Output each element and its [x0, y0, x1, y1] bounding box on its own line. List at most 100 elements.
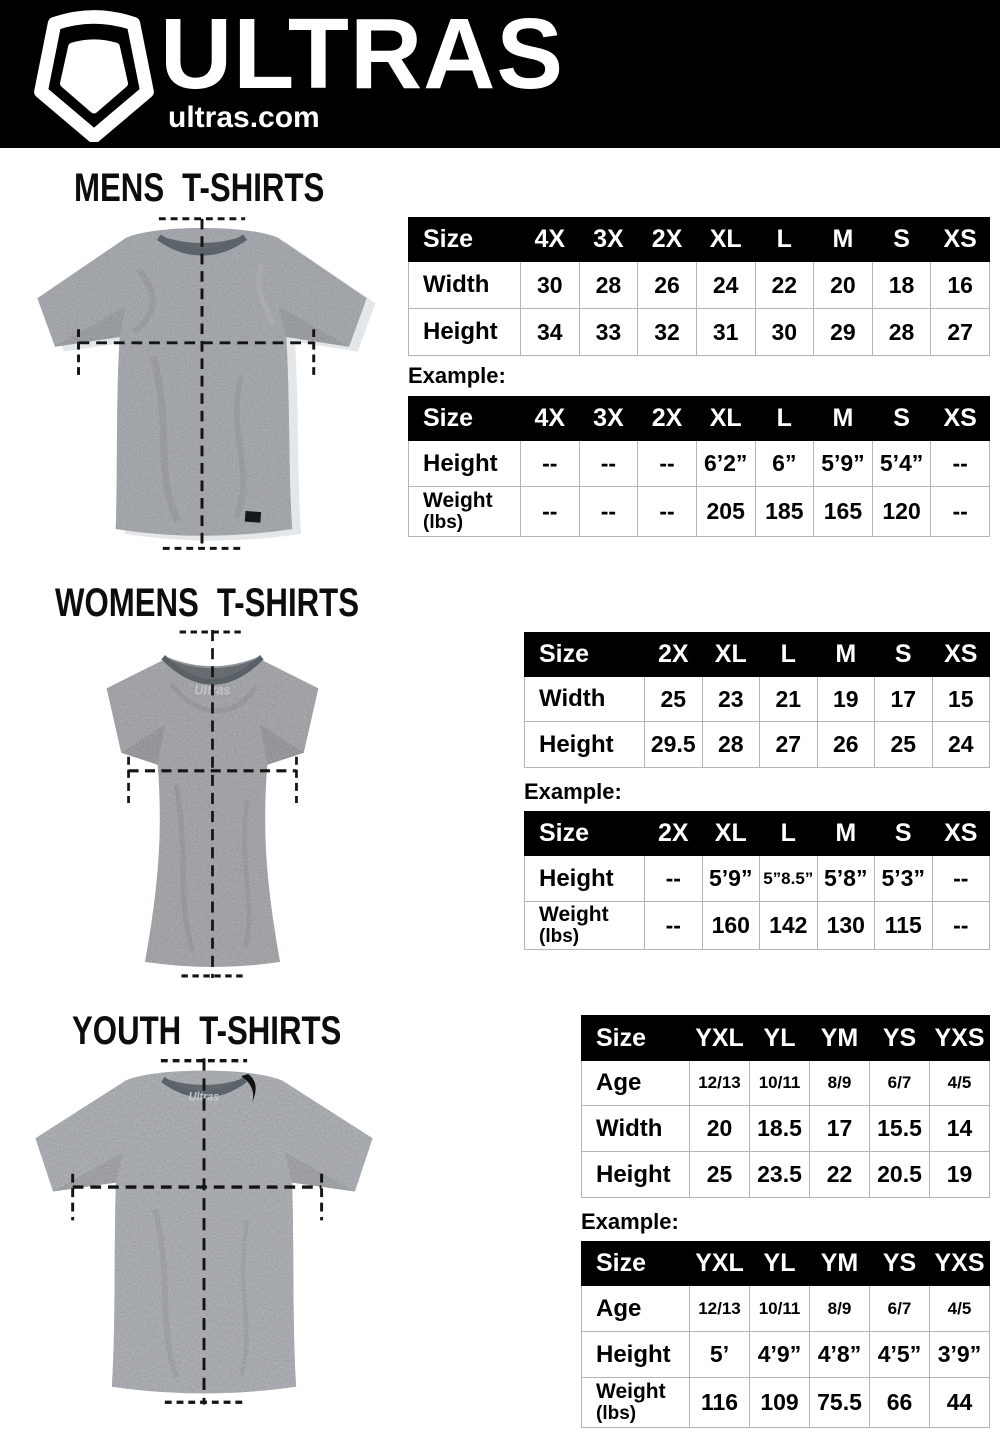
column-header: M: [816, 632, 875, 677]
example-label: Example:: [524, 779, 622, 804]
section-title-mens: MENS T-SHIRTS: [74, 166, 325, 210]
size-value: 27: [930, 308, 990, 356]
size-value: 44: [929, 1377, 990, 1428]
column-header: YL: [749, 1241, 810, 1286]
size-value: 5’3”: [874, 855, 933, 902]
size-value: 21: [759, 676, 818, 722]
size-value: 18: [871, 261, 932, 309]
size-value: 160: [701, 901, 760, 950]
size-value: --: [578, 486, 639, 537]
row-label: Weight (lbs): [581, 1377, 690, 1428]
size-value: 130: [816, 901, 875, 950]
svg-text:Ultras: Ultras: [189, 1091, 220, 1104]
table-row: Age 12/13 10/11 8/9 6/7 4/5: [581, 1060, 990, 1106]
size-value: 109: [749, 1377, 810, 1428]
column-header: YXL: [689, 1015, 750, 1061]
size-value: 12/13: [689, 1060, 750, 1106]
size-value: 4/5: [929, 1060, 990, 1106]
size-value: 142: [759, 901, 818, 950]
row-label: Weight (lbs): [408, 486, 521, 537]
table-row: Weight (lbs) 116 109 75.5 66 44: [581, 1377, 990, 1428]
table-row: Weight (lbs) -- -- -- 205 185 165 120 --: [408, 486, 990, 537]
column-header: S: [874, 811, 933, 856]
size-value: 30: [754, 308, 815, 356]
size-value: 31: [695, 308, 756, 356]
youth-tshirt-image: Ultras: [35, 1058, 373, 1405]
size-value: 25: [874, 721, 933, 768]
size-value: --: [644, 855, 703, 902]
column-header: XL: [701, 632, 760, 677]
column-header: XS: [930, 396, 990, 441]
ultras-logo-icon: [34, 10, 154, 142]
size-value: 115: [874, 901, 933, 950]
size-value: 25: [689, 1151, 750, 1198]
size-value: 17: [809, 1105, 870, 1152]
column-header: Size: [524, 811, 645, 856]
column-header: YXS: [929, 1241, 990, 1286]
size-value: --: [637, 486, 697, 537]
size-value: 116: [689, 1377, 750, 1428]
column-header: 2X: [644, 632, 703, 677]
row-label: Width: [524, 676, 645, 722]
size-value: 12/13: [689, 1285, 750, 1332]
size-value: 66: [869, 1377, 930, 1428]
size-value: 205: [695, 486, 756, 537]
column-header: Size: [408, 217, 521, 262]
size-value: 15: [931, 676, 990, 722]
size-value: 10/11: [749, 1060, 810, 1106]
size-value: 29.5: [644, 721, 703, 768]
size-value: 29: [813, 308, 873, 356]
size-value: 5”8.5”: [759, 855, 818, 902]
row-label: Age: [581, 1060, 690, 1106]
size-value: 8/9: [809, 1285, 870, 1332]
table-row: Width 20 18.5 17 15.5 14: [581, 1105, 990, 1152]
size-value: 17: [874, 676, 933, 722]
column-header: S: [871, 396, 932, 441]
table-row: Height 5’ 4’9” 4’8” 4’5” 3’9”: [581, 1331, 990, 1378]
size-value: 6’2”: [695, 440, 756, 487]
column-header: XS: [931, 632, 990, 677]
column-header: 3X: [578, 217, 639, 262]
table-row: Age 12/13 10/11 8/9 6/7 4/5: [581, 1285, 990, 1332]
size-value: 23: [701, 676, 760, 722]
column-header: XS: [931, 811, 990, 856]
table-row: Height 25 23.5 22 20.5 19: [581, 1151, 990, 1198]
womens-example-table: Size 2X XL L M S XS Height -- 5’9” 5”8.5…: [524, 811, 990, 950]
site-header: ULTRAS ultras.com: [0, 0, 1000, 148]
brand-name: ULTRAS: [160, 0, 565, 110]
size-value: 28: [701, 721, 760, 768]
column-header: YL: [749, 1015, 810, 1061]
row-label: Height: [524, 721, 645, 768]
size-value: --: [637, 440, 697, 487]
column-header: S: [874, 632, 933, 677]
size-value: --: [931, 901, 990, 950]
size-value: --: [520, 440, 580, 487]
column-header: YS: [869, 1015, 930, 1061]
size-value: 120: [871, 486, 932, 537]
size-value: 30: [520, 261, 580, 309]
size-value: 19: [929, 1151, 990, 1198]
womens-size-table: Size 2X XL L M S XS Width 25 23 21 19 17…: [524, 632, 990, 768]
size-value: --: [930, 440, 990, 487]
table-row: Height 29.5 28 27 26 25 24: [524, 721, 990, 768]
youth-example-table: Size YXL YL YM YS YXS Age 12/13 10/11 8/…: [581, 1241, 990, 1428]
size-value: 32: [637, 308, 697, 356]
size-value: --: [520, 486, 580, 537]
column-header: 3X: [578, 396, 639, 441]
mens-example-table: Size 4X 3X 2X XL L M S XS Height -- -- -…: [408, 396, 990, 537]
table-row: Weight (lbs) -- 160 142 130 115 --: [524, 901, 990, 950]
size-value: 33: [578, 308, 639, 356]
column-header: L: [754, 217, 815, 262]
column-header: 2X: [637, 396, 697, 441]
column-header: M: [816, 811, 875, 856]
size-value: 20.5: [869, 1151, 930, 1198]
size-value: 6”: [754, 440, 815, 487]
size-value: 22: [754, 261, 815, 309]
table-row: Height -- -- -- 6’2” 6” 5’9” 5’4” --: [408, 440, 990, 487]
mens-tshirt-image: [37, 217, 376, 551]
size-value: 24: [695, 261, 756, 309]
size-value: --: [644, 901, 703, 950]
size-value: 27: [759, 721, 818, 768]
size-value: 6/7: [869, 1060, 930, 1106]
